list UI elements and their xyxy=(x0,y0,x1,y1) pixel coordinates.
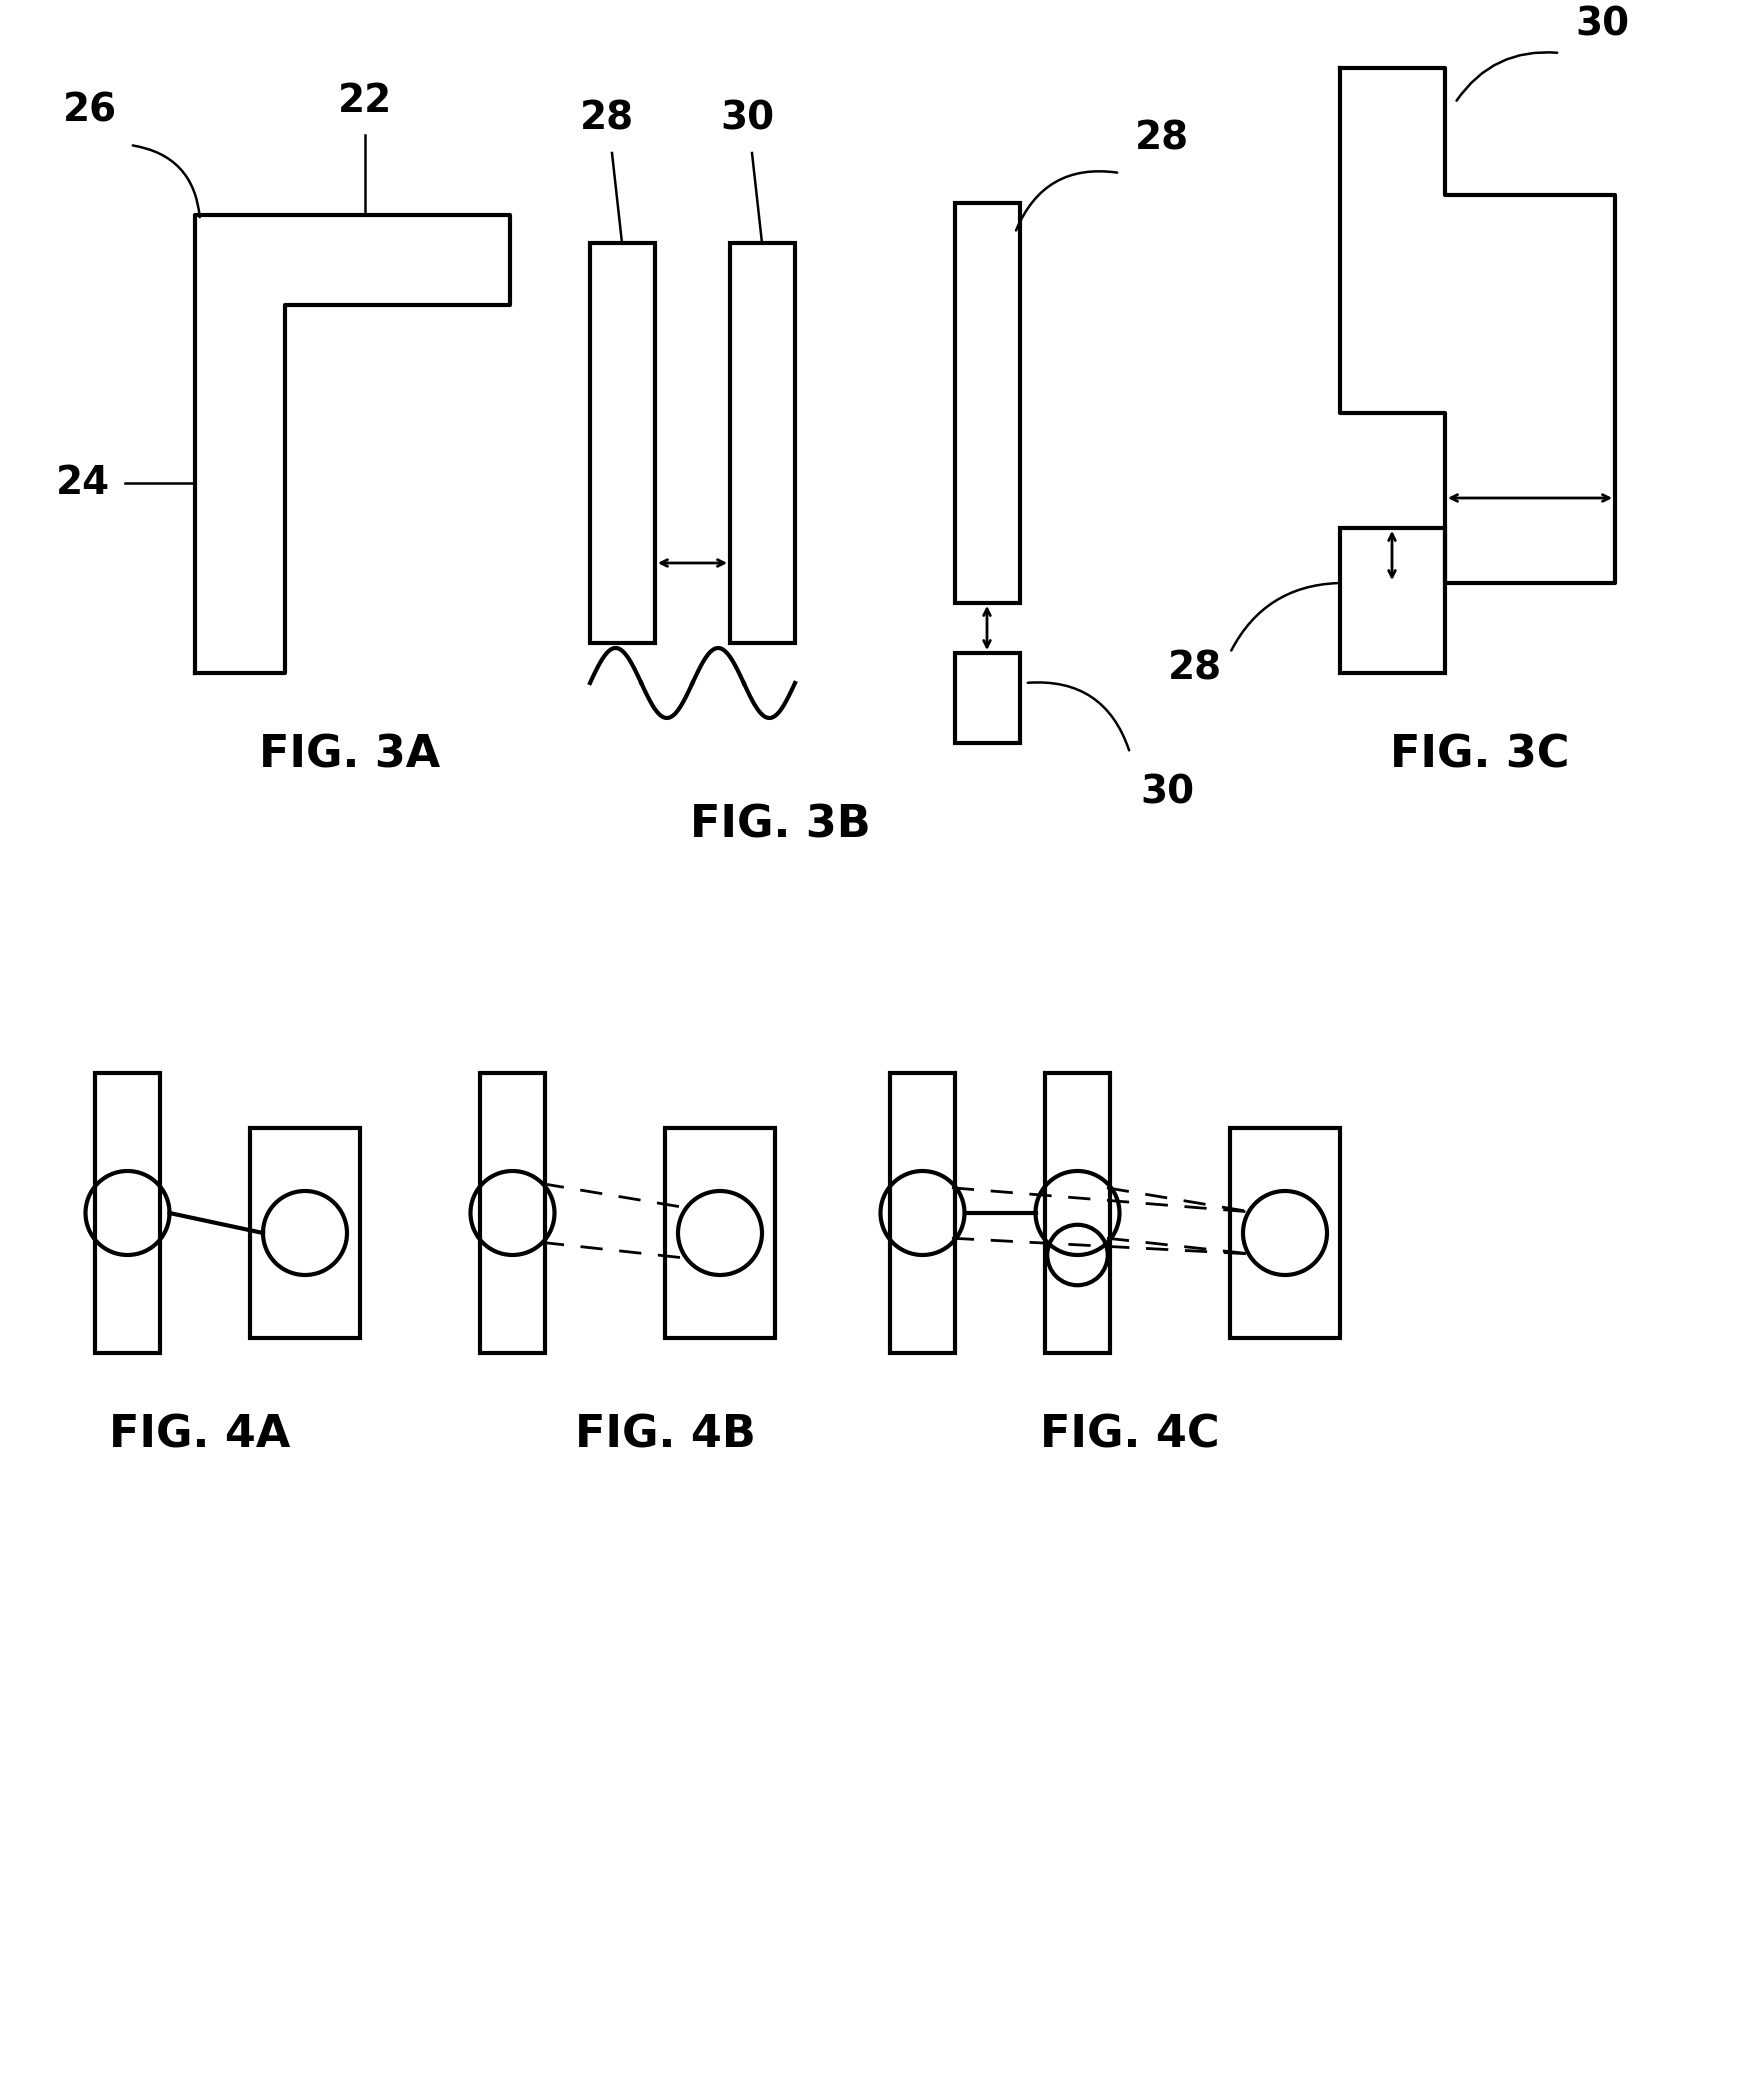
Bar xyxy=(955,203,1021,603)
Text: 24: 24 xyxy=(56,464,110,502)
Text: FIG. 3C: FIG. 3C xyxy=(1389,734,1570,775)
Bar xyxy=(1341,529,1445,674)
Polygon shape xyxy=(1341,68,1616,583)
Text: 30: 30 xyxy=(720,100,774,139)
Bar xyxy=(1229,1128,1341,1337)
Bar xyxy=(590,243,656,643)
Bar xyxy=(955,653,1021,742)
Text: 28: 28 xyxy=(1169,649,1223,686)
Text: FIG. 4C: FIG. 4C xyxy=(1040,1414,1219,1455)
Bar xyxy=(730,243,795,643)
Bar xyxy=(890,1074,955,1354)
Bar xyxy=(480,1074,544,1354)
Text: 26: 26 xyxy=(63,91,117,131)
Text: 30: 30 xyxy=(1141,773,1195,811)
Bar xyxy=(250,1128,360,1337)
Text: FIG. 3B: FIG. 3B xyxy=(690,802,871,846)
Text: FIG. 4B: FIG. 4B xyxy=(574,1414,755,1455)
Text: 22: 22 xyxy=(337,83,391,120)
Polygon shape xyxy=(195,216,510,674)
Text: 30: 30 xyxy=(1576,4,1629,44)
Text: FIG. 4A: FIG. 4A xyxy=(110,1414,290,1455)
Text: 28: 28 xyxy=(1136,120,1189,158)
Bar xyxy=(96,1074,160,1354)
Text: FIG. 3A: FIG. 3A xyxy=(259,734,440,775)
Bar xyxy=(1045,1074,1109,1354)
Bar xyxy=(664,1128,776,1337)
Text: 28: 28 xyxy=(579,100,635,139)
